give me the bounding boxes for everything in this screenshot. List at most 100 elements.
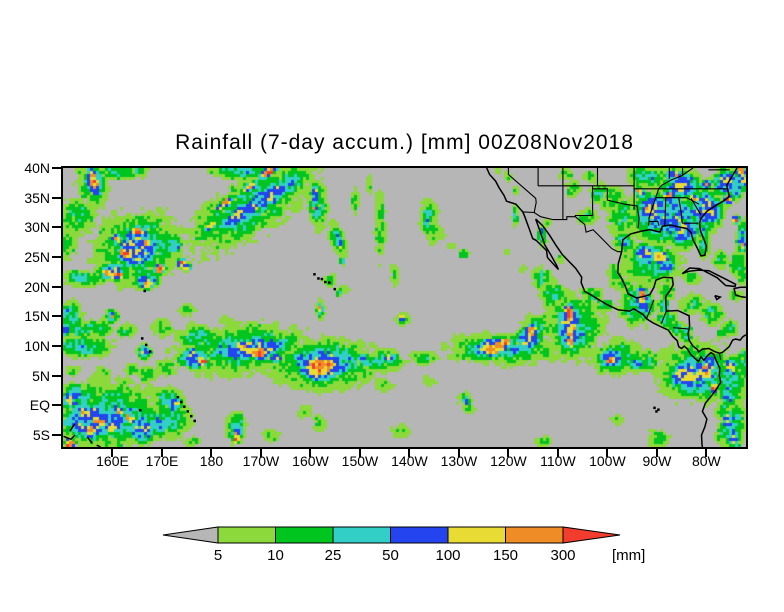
x-axis-tick [111,449,114,457]
coastline-path [681,267,737,288]
y-axis-tick [52,434,61,437]
political-border-path [649,220,660,226]
coastline-layer [63,168,746,447]
x-axis-tick-label: 120W [490,453,527,469]
x-axis-tick [606,449,609,457]
x-axis-tick-label: 170E [145,453,179,469]
island-mark [333,287,337,291]
y-axis-tick-label: 5N [32,367,50,384]
island-mark [653,406,656,410]
coastline-path [69,423,76,432]
political-border-path [592,188,640,229]
y-axis-tick-label: 30N [24,219,50,236]
island-mark [324,280,327,284]
legend-threshold-label: 300 [550,547,575,564]
island-mark [317,277,320,280]
island-mark [655,410,658,413]
y-axis-tick [52,345,61,348]
political-border-path [664,197,667,227]
legend-threshold-label: 100 [435,547,460,564]
political-border-path [678,197,683,224]
coastline-path [486,168,722,447]
island-mark [143,289,146,293]
legend-below-min-arrow [162,526,219,544]
y-axis-tick [52,167,61,169]
island-mark [189,414,193,418]
legend-threshold-label: 50 [382,547,399,564]
x-axis-tick-label: 180 [199,453,224,469]
legend-threshold-label: 150 [493,547,518,564]
political-border-path [660,310,667,324]
legend-above-max-arrow [562,526,621,544]
color-legend: 5 10 25 50 100 150 300 [mm] [162,526,645,564]
y-axis-tick-label: EQ [29,397,50,414]
island-mark [657,408,660,411]
coastline-path [617,168,746,354]
political-border-path [658,168,694,189]
y-axis-tick-label: 25N [24,249,50,266]
legend-threshold-label: 10 [267,547,284,564]
x-axis-tick-label: 110W [540,453,576,469]
y-axis-tick [52,226,61,229]
political-border-path [574,185,594,217]
y-axis-tick [52,374,61,377]
x-axis-tick [655,449,658,457]
island-mark [193,419,196,423]
x-axis-tick-label: 100W [589,453,626,469]
political-border-path [690,198,702,216]
x-axis-tick-label: 170W [242,453,280,469]
x-axis-tick-label: 160E [96,453,129,469]
legend-threshold-label: 5 [214,547,222,564]
x-axis-tick [259,449,262,457]
x-axis-tick [507,449,510,457]
rainfall-heatmap-canvas [63,168,746,447]
legend-color-segment [505,526,564,544]
island-mark [139,408,142,412]
x-axis-tick-label: 140W [391,453,428,469]
y-axis-tick [52,285,61,288]
island-mark [144,343,148,347]
x-axis-tick [556,449,559,457]
x-axis-tick [160,449,163,457]
legend-color-segment [275,526,334,544]
island-mark [140,337,144,340]
x-axis-tick [457,449,460,457]
map-plot-area [61,166,748,449]
x-axis-tick [408,449,411,457]
coastline-path [86,436,93,444]
island-mark [148,350,152,353]
island-mark [176,395,180,399]
x-axis-tick-label: 150W [341,453,379,469]
x-axis-tick-label: 90W [642,453,672,469]
y-axis-tick [52,256,61,259]
y-axis-tick-label: 5S [32,427,50,444]
chart-title: Rainfall (7-day accum.) [mm] 00Z08Nov201… [175,131,634,154]
legend-color-segment [390,526,449,544]
x-axis-tick [358,449,361,457]
y-axis-tick-label: 40N [24,160,50,176]
x-axis-tick-label: 160W [292,453,329,469]
political-border-path [645,299,655,320]
coastline-path [63,434,76,441]
legend-color-segment [447,526,506,544]
coastline-path [733,286,746,299]
island-mark [328,281,331,284]
political-border-path [647,188,660,226]
legend-color-segment [217,526,276,544]
y-axis-tick-label: 35N [24,189,50,206]
island-mark [313,273,316,276]
y-axis-tick [52,315,61,318]
legend-threshold-label: 25 [325,547,342,564]
political-border-path [718,353,722,360]
x-axis-tick-label: 130W [440,453,478,469]
y-axis-tick-label: 15N [24,308,50,325]
island-mark [183,405,186,408]
island-mark [180,400,183,404]
political-border-path [507,168,537,213]
island-mark [320,277,324,281]
island-mark [186,410,190,413]
coastline-path [714,294,723,301]
y-axis-tick [52,196,61,199]
political-border-path [673,327,689,330]
